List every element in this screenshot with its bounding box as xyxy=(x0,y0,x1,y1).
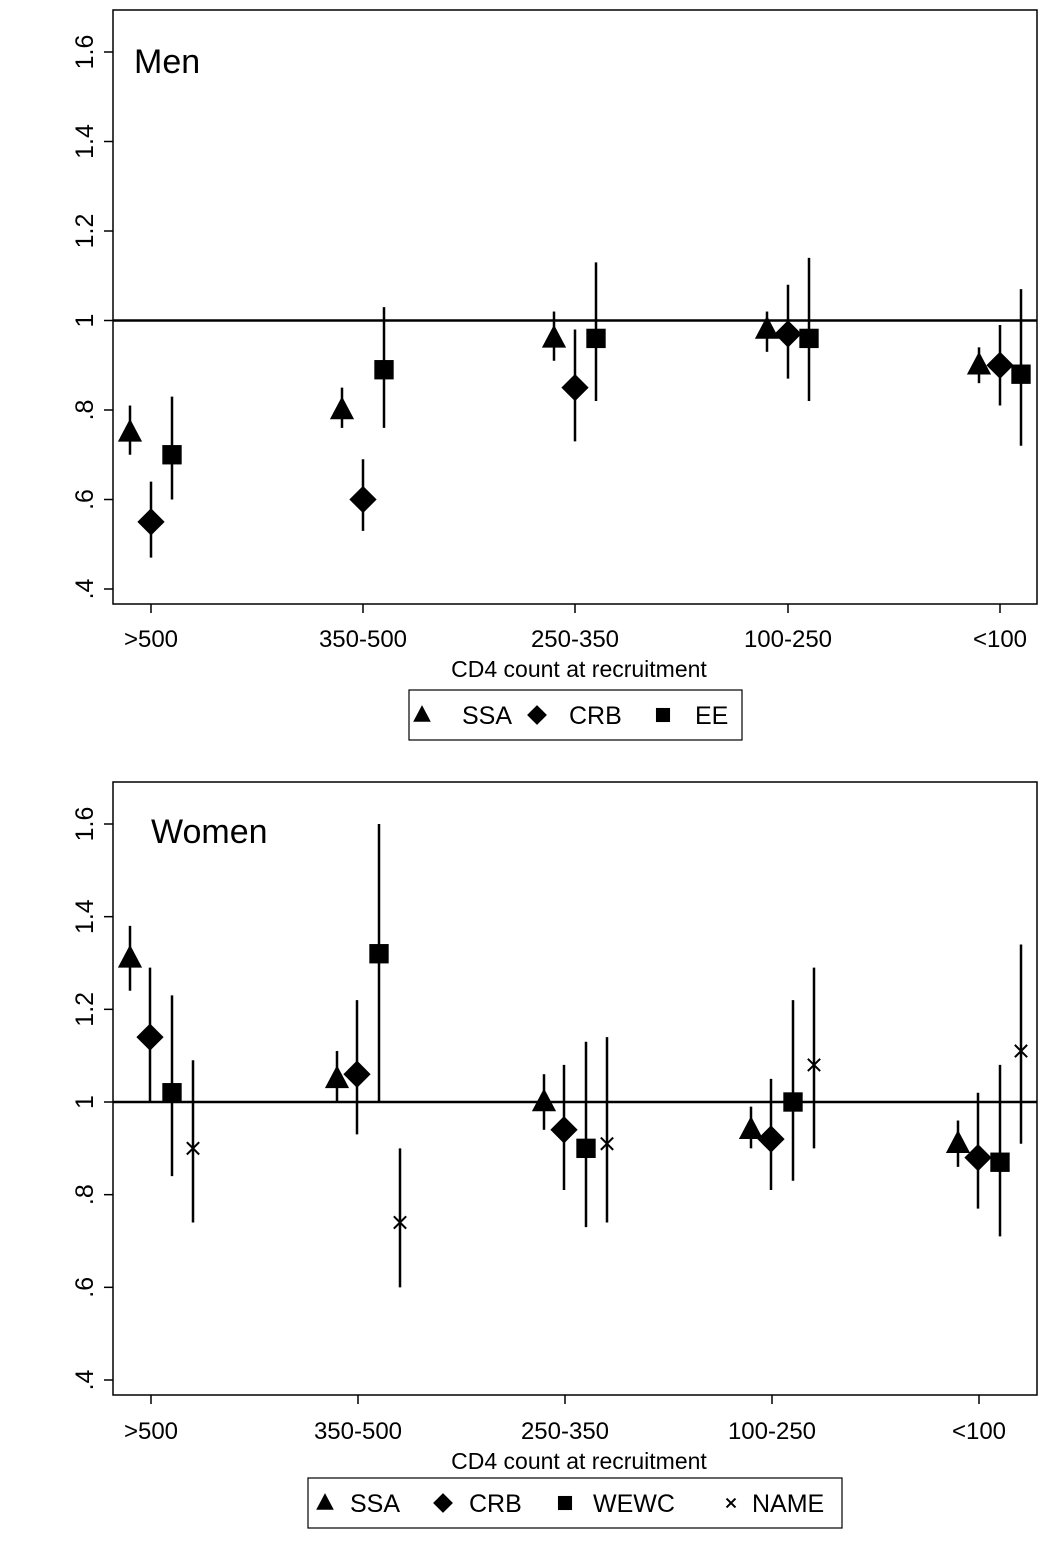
data-point xyxy=(986,351,1014,379)
y-tick-label: .6 xyxy=(71,1277,99,1298)
men-panel: .4 .6 .8 1 1.2 1.4 1.6 >500 350-500 250-350 100-25… xyxy=(71,9,1038,741)
data-point xyxy=(774,320,802,348)
y-tick-label: .4 xyxy=(71,578,99,599)
legend-marker-diamond xyxy=(433,1493,453,1513)
x-axis-title: CD4 count at recruitment xyxy=(451,1448,707,1474)
x-tick-label: >500 xyxy=(124,1418,178,1445)
legend-box xyxy=(307,1477,843,1529)
x-tick-label: 100-250 xyxy=(728,1418,816,1445)
data-point-stroke-b xyxy=(1014,1044,1028,1058)
data-point xyxy=(807,1058,821,1072)
panel-title: Men xyxy=(134,43,200,81)
legend-label: WEWC xyxy=(593,1490,675,1518)
legend: SSA CRB WEWC NAME xyxy=(307,1477,843,1529)
data-point xyxy=(117,944,143,968)
legend-label: EE xyxy=(695,702,728,730)
legend-box xyxy=(408,689,743,741)
y-tick-label: 1.6 xyxy=(71,807,99,842)
x-tick-label: <100 xyxy=(952,1418,1006,1445)
series-ssa xyxy=(117,311,992,455)
y-tick-label: 1.2 xyxy=(71,992,99,1027)
series-wewc xyxy=(162,824,1010,1237)
y-tick-label: .6 xyxy=(71,489,99,510)
x-tick-label: <100 xyxy=(973,626,1027,653)
plot-frame xyxy=(112,781,1038,1396)
legend-label: SSA xyxy=(462,702,512,730)
data-point xyxy=(964,1143,992,1172)
data-point xyxy=(531,1088,557,1112)
legend-marker-x-stroke-b xyxy=(725,1497,737,1509)
x-tick-label: >500 xyxy=(124,626,178,653)
series-ssa xyxy=(117,925,971,1167)
data-point-stroke-b xyxy=(600,1136,614,1151)
data-point xyxy=(374,360,394,380)
data-point xyxy=(550,1116,578,1144)
legend-label: CRB xyxy=(569,702,622,730)
data-point-stroke-b xyxy=(186,1141,200,1156)
series-name xyxy=(186,944,1028,1288)
y-tick-label: 1.4 xyxy=(71,124,99,159)
data-point xyxy=(162,445,182,465)
legend-marker-triangle xyxy=(413,705,431,722)
data-point xyxy=(757,1125,785,1153)
data-point xyxy=(600,1136,614,1151)
series-crb xyxy=(136,967,992,1209)
data-point xyxy=(329,396,355,420)
y-tick-label: .8 xyxy=(71,400,99,421)
data-point xyxy=(754,315,780,339)
legend-marker-x xyxy=(725,1497,737,1509)
data-point xyxy=(343,1060,371,1088)
legend-label: CRB xyxy=(469,1490,522,1518)
y-tick-label: .4 xyxy=(71,1369,99,1390)
data-point xyxy=(137,508,165,536)
data-point xyxy=(186,1141,200,1156)
data-point xyxy=(783,1092,803,1112)
data-point xyxy=(945,1130,971,1153)
x-tick-label: 250-350 xyxy=(521,1418,609,1445)
y-tick-label: 1.2 xyxy=(71,214,99,249)
data-point xyxy=(117,418,143,442)
women-panel: .4 .6 .8 1 1.2 1.4 1.6 >500 350-500 250-350 100-25… xyxy=(71,781,1038,1529)
data-point xyxy=(561,373,589,402)
x-tick-label: 350-500 xyxy=(319,626,407,653)
legend-label: NAME xyxy=(752,1490,824,1518)
y-tick-label: 1.4 xyxy=(71,899,99,934)
y-tick-label: .8 xyxy=(71,1184,99,1205)
legend-marker-square xyxy=(557,1495,573,1511)
legend: SSA CRB EE xyxy=(408,689,743,741)
legend-marker-square xyxy=(655,707,671,723)
data-point xyxy=(576,1138,596,1159)
plot-frame xyxy=(112,9,1038,605)
data-point xyxy=(1011,364,1031,384)
data-point xyxy=(369,944,389,964)
data-point xyxy=(349,485,377,514)
data-point xyxy=(586,328,606,349)
x-tick-label: 250-350 xyxy=(531,626,619,653)
data-point xyxy=(738,1116,764,1140)
x-tick-label: 100-250 xyxy=(744,626,832,653)
legend-label: SSA xyxy=(350,1490,400,1518)
data-point xyxy=(1014,1044,1028,1058)
legend-marker-triangle xyxy=(316,1493,334,1510)
y-tick-label: 1 xyxy=(71,1095,99,1109)
x-axis-title: CD4 count at recruitment xyxy=(451,656,707,682)
panel-title: Women xyxy=(151,813,268,851)
data-point xyxy=(966,351,992,375)
y-tick-label: 1 xyxy=(71,314,99,328)
y-tick-label: 1.6 xyxy=(71,35,99,70)
data-point-stroke-b xyxy=(807,1058,821,1072)
data-point xyxy=(541,324,567,348)
legend-marker-diamond xyxy=(527,705,547,725)
series-crb xyxy=(137,284,1014,558)
data-point xyxy=(393,1215,407,1230)
data-point-stroke-b xyxy=(393,1215,407,1230)
data-point xyxy=(799,328,819,349)
data-point xyxy=(990,1152,1010,1172)
data-point xyxy=(136,1023,164,1051)
x-tick-label: 350-500 xyxy=(314,1418,402,1445)
series-ee xyxy=(162,257,1031,500)
data-point xyxy=(162,1083,182,1103)
data-point xyxy=(324,1065,350,1089)
